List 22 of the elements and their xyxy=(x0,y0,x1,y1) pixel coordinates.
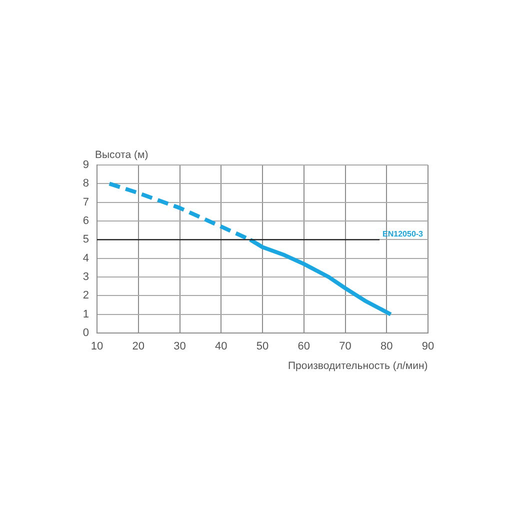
ref-line-label: EN12050-3 xyxy=(382,230,424,239)
y-axis-title: Высота (м) xyxy=(95,149,148,161)
x-tick-label: 10 xyxy=(90,340,104,353)
x-tick-label: 50 xyxy=(256,340,269,353)
x-tick-label: 60 xyxy=(298,340,310,353)
y-tick-label: 4 xyxy=(82,252,89,264)
y-tick-label: 3 xyxy=(82,271,89,284)
x-tick-label: 90 xyxy=(422,340,434,353)
x-tick-label: 70 xyxy=(339,340,352,353)
x-tick-label: 30 xyxy=(174,340,186,353)
y-tick-label: 7 xyxy=(82,196,89,208)
x-tick-label: 20 xyxy=(132,340,144,353)
y-tick-label: 0 xyxy=(82,327,89,340)
x-tick-label: 40 xyxy=(215,340,228,353)
y-tick-label: 1 xyxy=(82,308,89,320)
x-tick-label: 80 xyxy=(380,340,393,353)
x-axis-title: Производительность (л/мин) xyxy=(288,360,428,372)
y-tick-label: 2 xyxy=(82,290,89,302)
y-tick-label: 9 xyxy=(82,159,89,172)
y-tick-label: 8 xyxy=(82,178,89,190)
y-tick-label: 5 xyxy=(82,234,89,246)
y-tick-label: 6 xyxy=(82,215,89,228)
